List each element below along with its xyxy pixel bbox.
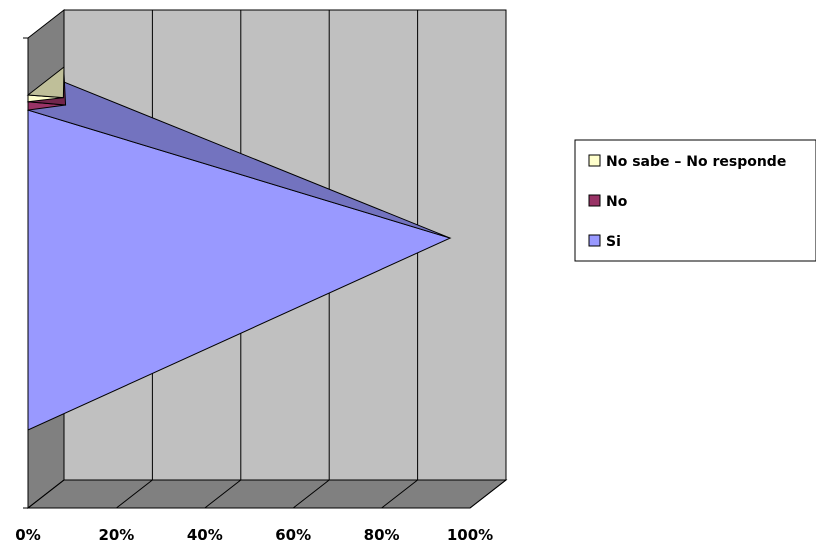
legend-swatch-no — [588, 194, 601, 207]
floor-gridline — [116, 479, 153, 509]
tick-label: 0% — [15, 526, 40, 544]
tick-label: 20% — [98, 526, 134, 544]
floor-gridline — [204, 479, 242, 509]
legend: No sabe – No responde No Si — [574, 139, 816, 262]
legend-label-si: Si — [606, 234, 621, 250]
legend-label-no-sabe: No sabe – No responde — [606, 154, 786, 170]
tick-label: 80% — [364, 526, 400, 544]
tick-label: 100% — [447, 526, 493, 544]
pyramid-side-no-sabe-no-responde — [26, 65, 65, 99]
floor-gridline — [381, 479, 418, 509]
legend-swatch-si — [588, 234, 601, 247]
tick-label: 40% — [187, 526, 223, 544]
legend-box — [574, 139, 816, 262]
value-axis — [23, 37, 29, 509]
tick-labels: 0% 20% 40% 60% 80% 100% — [15, 526, 493, 544]
floor — [26, 479, 508, 509]
floor-gridline — [469, 479, 507, 509]
tick-label: 60% — [275, 526, 311, 544]
floor-gridline — [27, 479, 65, 509]
legend-label-no: No — [606, 194, 628, 210]
floor-gridline — [292, 479, 330, 509]
legend-swatch-no-sabe — [588, 154, 601, 167]
